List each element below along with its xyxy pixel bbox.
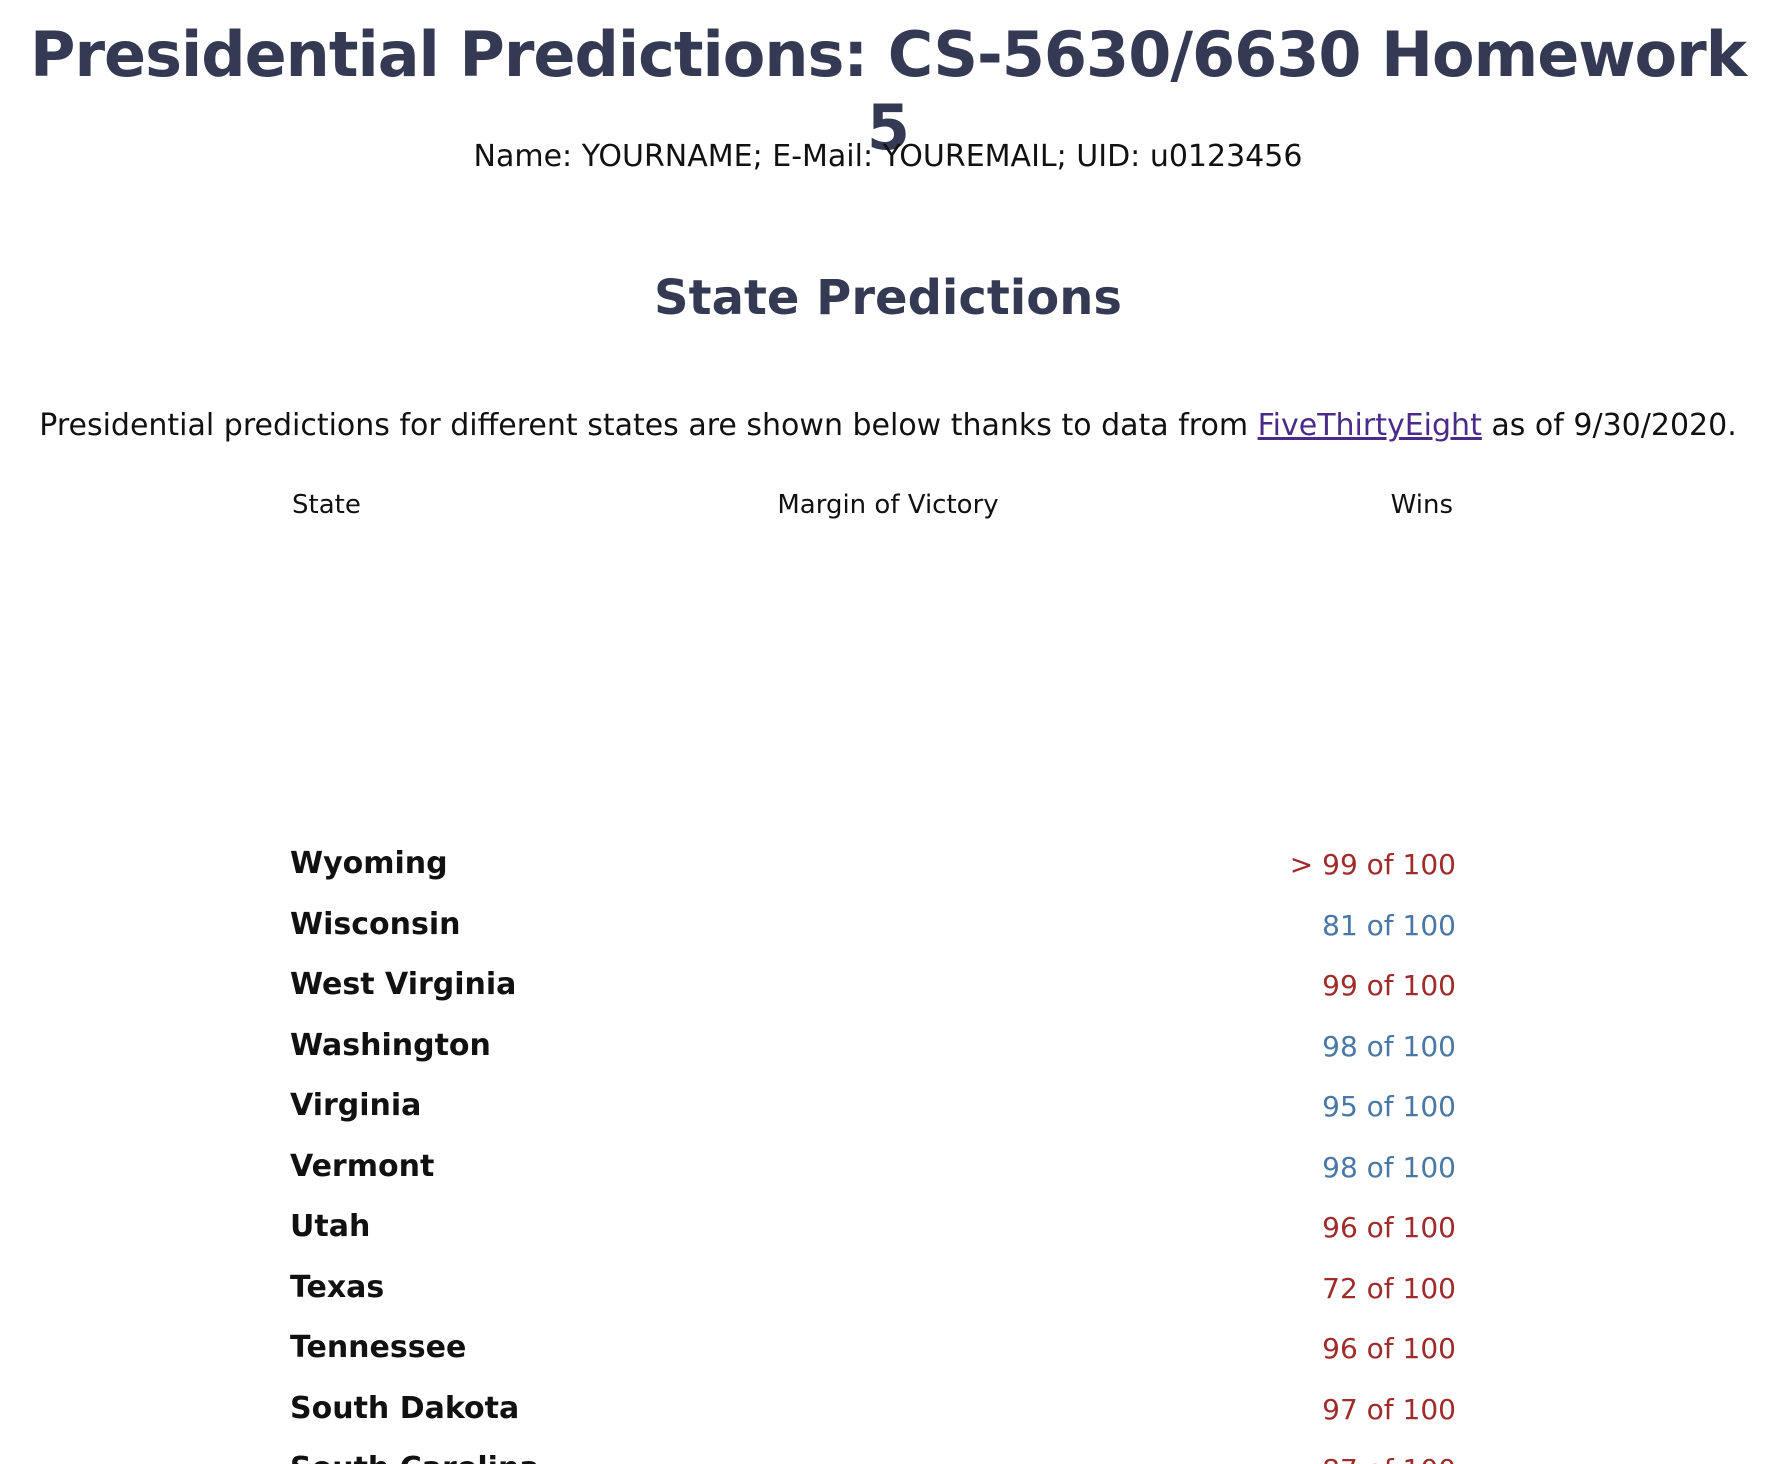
- state-name: Virginia: [290, 1088, 422, 1123]
- intro-text-before: Presidential predictions for different s…: [39, 408, 1258, 443]
- state-name: Texas: [290, 1269, 385, 1305]
- column-header-wins[interactable]: Wins: [1390, 490, 1453, 520]
- state-name: Washington: [290, 1027, 491, 1063]
- state-name: Wyoming: [290, 846, 448, 881]
- state-name: Tennessee: [290, 1330, 467, 1365]
- wins-value: 98 of 100: [1322, 1029, 1456, 1063]
- table-row: South Carolina 87 of 100: [0, 1443, 1776, 1464]
- table-row: West Virginia 99 of 100: [0, 959, 1776, 1019]
- state-name: Vermont: [290, 1148, 435, 1184]
- column-header-margin-label: Margin of Victory: [777, 490, 999, 520]
- state-name: Utah: [290, 1209, 371, 1244]
- state-name: West Virginia: [290, 967, 517, 1002]
- wins-value: 87 of 100: [1322, 1453, 1456, 1464]
- table-row: Wyoming > 99 of 100: [0, 838, 1776, 898]
- wins-value: 95 of 100: [1322, 1090, 1456, 1123]
- wins-value: 96 of 100: [1322, 1211, 1456, 1244]
- column-header-margin[interactable]: Margin of Victory: [0, 490, 1776, 520]
- intro-text-after: as of 9/30/2020.: [1481, 408, 1737, 443]
- state-name: South Dakota: [290, 1390, 520, 1426]
- wins-value: 96 of 100: [1322, 1332, 1456, 1365]
- table-row: Utah 96 of 100: [0, 1201, 1776, 1261]
- wins-value: 99 of 100: [1322, 969, 1456, 1002]
- wins-value: 72 of 100: [1322, 1271, 1456, 1305]
- table-row: Tennessee 96 of 100: [0, 1322, 1776, 1382]
- wins-value: 81 of 100: [1322, 908, 1456, 942]
- state-name: Wisconsin: [290, 906, 461, 942]
- table-row: Vermont 98 of 100: [0, 1141, 1776, 1201]
- fivethirtyeight-link[interactable]: FiveThirtyEight: [1257, 408, 1482, 443]
- section-title: State Predictions: [654, 270, 1122, 326]
- student-info: Name: YOURNAME; E-Mail: YOUREMAIL; UID: …: [473, 139, 1303, 174]
- table-row: Virginia 95 of 100: [0, 1080, 1776, 1140]
- wins-value: 97 of 100: [1322, 1392, 1456, 1426]
- state-name: South Carolina: [290, 1451, 540, 1464]
- table-row: South Dakota 97 of 100: [0, 1383, 1776, 1443]
- page-title: Presidential Predictions: CS-5630/6630 H…: [30, 18, 1747, 164]
- table-row: Wisconsin 81 of 100: [0, 899, 1776, 959]
- table-row: Texas 72 of 100: [0, 1262, 1776, 1322]
- intro-paragraph: Presidential predictions for different s…: [0, 408, 1776, 443]
- wins-value: > 99 of 100: [1289, 848, 1456, 881]
- wins-value: 98 of 100: [1322, 1150, 1456, 1184]
- column-header-state[interactable]: State: [292, 490, 361, 520]
- table-row: Washington 98 of 100: [0, 1020, 1776, 1080]
